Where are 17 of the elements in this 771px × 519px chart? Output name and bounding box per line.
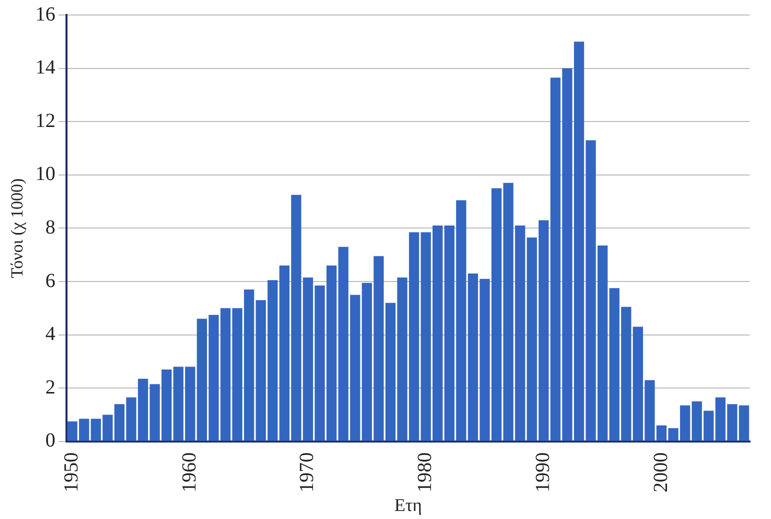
x-tick-label: 1990: [532, 452, 554, 492]
x-tick-label: 1950: [60, 452, 83, 492]
y-tick-label: 10: [35, 163, 56, 186]
x-tick-label: 1980: [414, 452, 436, 492]
y-tick-label: 2: [45, 376, 56, 398]
y-axis-title: Τόνοι (χ 1000): [8, 178, 27, 278]
y-tick-label: 4: [45, 323, 56, 346]
x-tick-label: 1970: [296, 452, 318, 492]
y-tick-label: 0: [45, 430, 56, 452]
y-tick-label: 6: [45, 270, 56, 292]
y-tick-label: 14: [35, 56, 56, 79]
y-tick-label: 12: [35, 110, 56, 132]
x-tick-label: 1960: [178, 452, 200, 492]
x-axis-title: Ετη: [394, 494, 422, 515]
y-tick-label: 16: [35, 3, 56, 26]
x-tick-label: 2000: [650, 452, 672, 492]
y-tick-label: 8: [45, 216, 56, 238]
